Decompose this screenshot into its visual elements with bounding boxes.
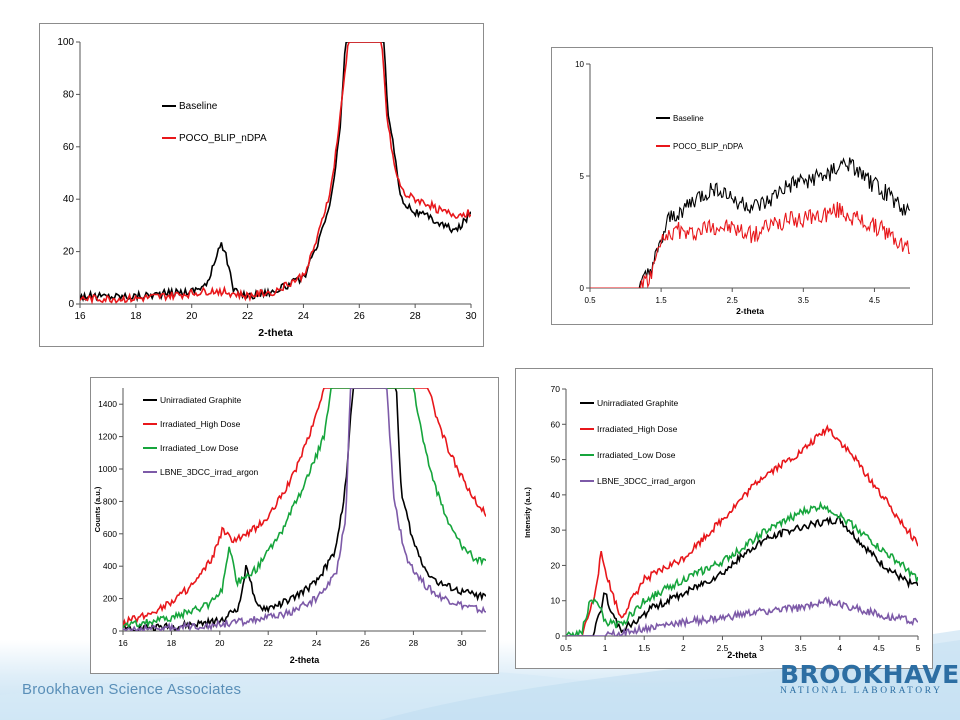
x-tick-label: 0.5 xyxy=(560,643,572,653)
chart-panel-bottom-left: 16 18 20 22 24 26 28 30 0 200 400 600 800 1000 1200 140… xyxy=(90,377,499,674)
series-line-2 xyxy=(566,500,918,636)
x-axis-label: 2-theta xyxy=(290,655,320,665)
y-axis-label: Counts (a.u.) xyxy=(93,486,102,532)
legend-label: Irradiated_High Dose xyxy=(160,419,241,429)
series-line-1 xyxy=(123,388,486,627)
x-tick-label: 1 xyxy=(603,643,608,653)
series-line-3 xyxy=(123,388,486,631)
x-tick-label: 28 xyxy=(410,311,422,322)
x-tick-label: 30 xyxy=(457,638,467,648)
y-tick-label: 80 xyxy=(63,89,75,100)
x-tick-label: 18 xyxy=(167,638,177,648)
x-tick-label: 22 xyxy=(242,311,254,322)
organization-name: Brookhaven Science Associates xyxy=(22,681,242,698)
y-tick-label: 60 xyxy=(551,419,561,429)
x-tick-label: 3.5 xyxy=(798,296,810,305)
series-line-0 xyxy=(80,42,471,303)
y-tick-label: 400 xyxy=(103,561,117,571)
x-tick-label: 0.5 xyxy=(584,296,596,305)
x-tick-label: 2 xyxy=(681,643,686,653)
y-tick-label: 50 xyxy=(551,455,561,465)
x-tick-label: 5 xyxy=(916,643,921,653)
x-tick-label: 28 xyxy=(409,638,419,648)
x-tick-label: 3.5 xyxy=(795,643,807,653)
y-tick-label: 1000 xyxy=(98,464,117,474)
series-line-1 xyxy=(80,42,471,304)
y-tick-label: 30 xyxy=(551,525,561,535)
x-tick-label: 30 xyxy=(465,311,477,322)
x-axis-label: 2-theta xyxy=(258,327,293,339)
legend-label: POCO_BLIP_nDPA xyxy=(673,142,744,151)
y-tick-label: 600 xyxy=(103,529,117,539)
x-tick-label: 16 xyxy=(74,311,86,322)
y-tick-label: 60 xyxy=(63,142,75,153)
x-axis-label: 2-theta xyxy=(736,306,764,316)
y-tick-label: 5 xyxy=(580,172,585,181)
y-tick-label: 100 xyxy=(57,37,74,48)
y-tick-label: 40 xyxy=(63,194,75,205)
x-tick-label: 1.5 xyxy=(638,643,650,653)
x-tick-label: 3 xyxy=(759,643,764,653)
x-tick-label: 20 xyxy=(215,638,225,648)
y-tick-label: 0 xyxy=(112,626,117,636)
series-line-1 xyxy=(566,424,918,636)
series-line-1 xyxy=(590,201,910,288)
x-tick-label: 26 xyxy=(354,311,366,322)
chart-panel-top-left: 16 18 20 22 24 26 28 30 0 20 40 60 80 100 2-theta Basel… xyxy=(39,23,484,347)
x-tick-label: 20 xyxy=(186,311,198,322)
y-tick-label: 10 xyxy=(551,596,561,606)
y-tick-label: 1400 xyxy=(98,399,117,409)
series-line-3 xyxy=(566,595,918,636)
x-tick-label: 18 xyxy=(130,311,142,322)
x-tick-label: 2.5 xyxy=(717,643,729,653)
y-tick-label: 1200 xyxy=(98,432,117,442)
chart-2-svg: 16 18 20 22 24 26 28 30 0 200 400 600 800 1000 1200 140… xyxy=(93,388,486,665)
chart-0-svg: 16 18 20 22 24 26 28 30 0 20 40 60 80 100 2-theta Basel… xyxy=(57,37,477,339)
x-tick-label: 1.5 xyxy=(656,296,668,305)
y-tick-label: 20 xyxy=(551,560,561,570)
x-tick-label: 2.5 xyxy=(727,296,739,305)
x-tick-label: 24 xyxy=(312,638,322,648)
legend-label: LBNE_3DCC_irrad_argon xyxy=(160,467,259,477)
y-tick-label: 10 xyxy=(575,60,584,69)
chart-3-svg: 0.5 1 1.5 2 2.5 3 3.5 4 4.5 50102030405060702-the… xyxy=(523,384,921,660)
legend-label: Irradiated_Low Dose xyxy=(160,443,239,453)
series-line-0 xyxy=(590,157,910,288)
legend-label: Unirradiated Graphite xyxy=(597,398,679,408)
x-axis-label: 2-theta xyxy=(727,650,757,660)
y-tick-label: 800 xyxy=(103,496,117,506)
chart-panel-top-right: 0.5 1.5 2.5 3.5 4.5 0 5 10 2-theta Baseline POCO_B… xyxy=(551,47,933,325)
y-tick-label: 70 xyxy=(551,384,561,394)
y-tick-label: 200 xyxy=(103,594,117,604)
y-axis-label: Intensity (a.u.) xyxy=(523,487,532,538)
y-tick-label: 0 xyxy=(68,299,74,310)
legend-label: POCO_BLIP_nDPA xyxy=(179,133,267,144)
x-tick-label: 4.5 xyxy=(873,643,885,653)
chart-1-svg: 0.5 1.5 2.5 3.5 4.5 0 5 10 2-theta Baseline POCO_B… xyxy=(575,60,910,316)
legend-label: LBNE_3DCC_irrad_argon xyxy=(597,476,696,486)
y-tick-label: 0 xyxy=(580,284,585,293)
legend-label: Irradiated_Low Dose xyxy=(597,450,676,460)
y-tick-label: 0 xyxy=(555,631,560,641)
x-tick-label: 24 xyxy=(298,311,310,322)
x-tick-label: 4.5 xyxy=(869,296,881,305)
legend-label: Unirradiated Graphite xyxy=(160,395,242,405)
y-tick-label: 40 xyxy=(551,490,561,500)
legend-label: Baseline xyxy=(179,101,218,112)
x-tick-label: 16 xyxy=(118,638,128,648)
legend-label: Baseline xyxy=(673,114,704,123)
x-tick-label: 22 xyxy=(263,638,273,648)
logo-sub-text: NATIONAL LABORATORY xyxy=(780,686,943,696)
series-line-2 xyxy=(123,388,486,629)
chart-panel-bottom-right: 0.5 1 1.5 2 2.5 3 3.5 4 4.5 5 0 10 20 30 40 50 60 70 2-the… xyxy=(515,368,933,669)
x-tick-label: 4 xyxy=(837,643,842,653)
legend-label: Irradiated_High Dose xyxy=(597,424,678,434)
y-tick-label: 20 xyxy=(63,247,75,258)
x-tick-label: 26 xyxy=(360,638,370,648)
